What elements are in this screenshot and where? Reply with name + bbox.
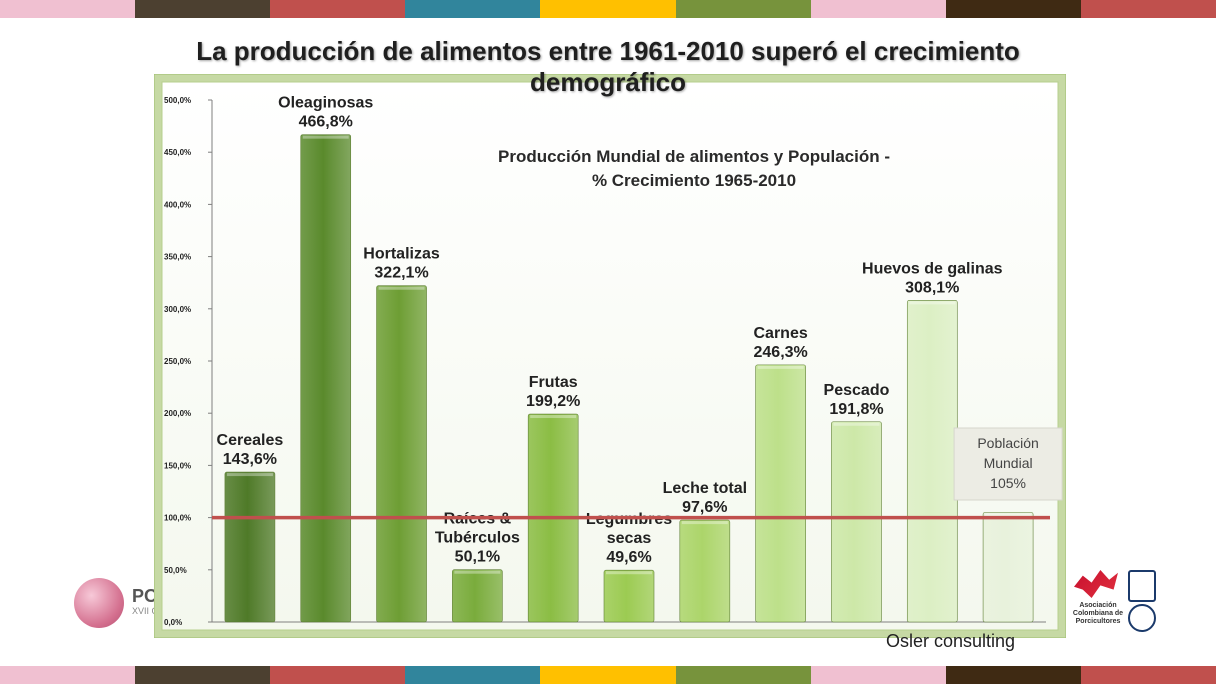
bar	[376, 285, 427, 623]
y-tick-label: 150,0%	[164, 461, 191, 470]
bar	[906, 300, 958, 623]
bar-data-label: 49,6%	[606, 549, 651, 566]
brand-mark-icon	[1074, 570, 1118, 598]
y-tick-label: 200,0%	[164, 409, 191, 418]
bar	[603, 569, 655, 623]
bar	[755, 364, 806, 623]
bar-data-label: Legumbres	[586, 511, 672, 528]
stripe-segment	[405, 666, 541, 684]
stripe-segment	[675, 666, 811, 684]
bar-data-label: 191,8%	[829, 401, 883, 418]
bar-data-label: 308,1%	[905, 279, 959, 296]
bar-highlight	[530, 415, 577, 419]
bar-highlight	[757, 365, 804, 369]
y-tick-label: 250,0%	[164, 357, 191, 366]
bar-highlight	[985, 513, 1032, 517]
stripe-segment	[270, 0, 406, 18]
population-note-text: Mundial	[984, 455, 1033, 471]
stripe-segment	[675, 0, 811, 18]
bar-highlight	[226, 473, 273, 477]
y-tick-label: 450,0%	[164, 148, 191, 157]
bar	[982, 512, 1034, 623]
bottom-stripe	[0, 666, 1216, 684]
bar-data-label: Huevos de galinas	[862, 260, 1003, 277]
bar-highlight	[454, 570, 501, 574]
bar-chart: 0,0% 50,0% 100,0% 150,0% 200,0% 250,0% 300,0% 3…	[154, 74, 1066, 638]
chart-title: Producción Mundial de alimentos y Popula…	[498, 147, 890, 166]
bar-highlight	[378, 286, 425, 290]
bar	[679, 519, 731, 623]
stripe-segment	[1080, 0, 1216, 18]
bar	[224, 471, 276, 623]
bar-data-label: 246,3%	[754, 344, 808, 361]
bar-highlight	[302, 135, 349, 139]
bar-data-label: 50,1%	[455, 549, 500, 566]
bar-data-label: secas	[607, 530, 652, 547]
population-note-box	[953, 427, 1063, 501]
stripe-segment	[945, 0, 1081, 18]
y-tick-label: 100,0%	[164, 514, 191, 523]
population-note-text: Población	[977, 435, 1038, 451]
y-tick-label: 350,0%	[164, 253, 191, 262]
bar-highlight	[909, 301, 956, 305]
stripe-segment	[540, 0, 676, 18]
bar-data-label: 322,1%	[374, 265, 428, 282]
y-tick-label: 0,0%	[164, 618, 182, 627]
bar-data-label: Tubérculos	[435, 530, 520, 547]
bar-highlight	[833, 422, 880, 426]
bar	[831, 421, 882, 623]
bar-data-label: 466,8%	[299, 114, 353, 131]
logo-left-subtext: XVII C	[132, 606, 159, 616]
stripe-segment	[0, 666, 136, 684]
stripe-segment	[270, 666, 406, 684]
stripe-segment	[810, 666, 946, 684]
asociacion-porcicultores-logo: Asociación Colombiana de Porcicultores	[1068, 566, 1168, 632]
bar-data-label: Frutas	[529, 374, 578, 391]
stripe-segment	[1080, 666, 1216, 684]
stripe-segment	[540, 666, 676, 684]
bar	[300, 134, 352, 623]
stripe-segment	[135, 0, 271, 18]
association-wordmark: Asociación Colombiana de Porcicultores	[1072, 602, 1124, 625]
bar-data-label: Cereales	[217, 432, 284, 449]
bar-data-label: 143,6%	[223, 451, 277, 468]
y-tick-label: 50,0%	[164, 566, 187, 575]
stripe-segment	[945, 666, 1081, 684]
population-note-text: 105%	[990, 475, 1026, 491]
bar-data-label: Oleaginosas	[278, 95, 373, 112]
bar-data-label: Leche total	[663, 480, 747, 497]
y-tick-label: 400,0%	[164, 200, 191, 209]
stripe-segment	[135, 666, 271, 684]
credit-text: Osler consulting	[886, 631, 1016, 651]
certification-badge-icon	[1128, 570, 1156, 602]
porkcolombia-logo: POR XVII C	[72, 576, 171, 632]
y-tick-label: 300,0%	[164, 305, 191, 314]
chart-container: 0,0% 50,0% 100,0% 150,0% 200,0% 250,0% 300,0% 3…	[154, 74, 1066, 638]
stripe-segment	[405, 0, 541, 18]
stripe-segment	[0, 0, 136, 18]
bar-highlight	[681, 521, 728, 525]
y-tick-label: 500,0%	[164, 96, 191, 105]
stripe-segment	[810, 0, 946, 18]
top-stripe	[0, 0, 1216, 18]
bar-data-label: 199,2%	[526, 393, 580, 410]
chart-title: % Crecimiento 1965-2010	[592, 171, 796, 190]
bar-data-label: Carnes	[754, 325, 808, 342]
bar-highlight	[606, 571, 652, 575]
bar	[452, 569, 503, 623]
certification-seal-icon	[1128, 604, 1156, 632]
bar-data-label: Hortalizas	[363, 246, 440, 263]
bar-data-label: 97,6%	[682, 499, 727, 516]
bar-data-label: Pescado	[824, 382, 890, 399]
globe-icon	[74, 578, 124, 628]
slide-title: La producción de alimentos entre 1961-20…	[196, 36, 1020, 97]
